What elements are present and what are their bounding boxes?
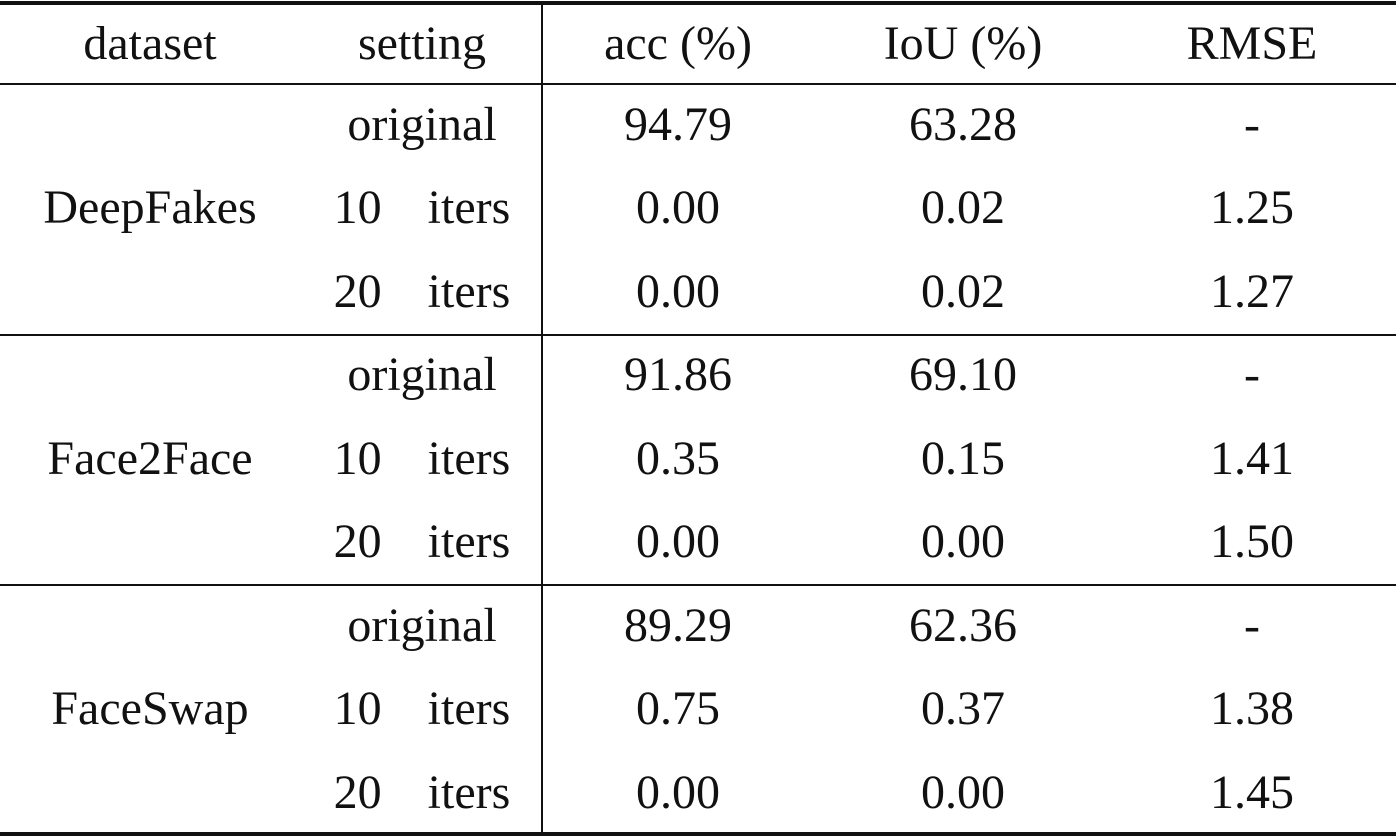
row-rule [0,83,1396,85]
rmse-value: 1.41 [1210,431,1294,485]
iou-value: 0.15 [921,431,1005,485]
acc-value: 89.29 [624,598,732,652]
setting: 20 iters [333,765,511,819]
header-iou: IoU (%) [883,17,1043,70]
row-rule [0,584,1396,586]
setting: 20 iters [333,264,511,318]
dataset-name: DeepFakes [43,181,257,235]
acc-value: 0.00 [636,515,720,569]
header-setting: setting [358,17,486,70]
header-acc: acc (%) [604,17,752,70]
rmse-value: 1.45 [1210,765,1294,819]
acc-value: 0.75 [636,682,720,736]
iou-value: 62.36 [909,598,1017,652]
top-rule [0,1,1396,5]
dataset-name: FaceSwap [51,682,249,736]
setting: original [347,348,497,402]
setting: original [347,97,497,151]
setting: original [347,598,497,652]
iou-value: 0.02 [921,181,1005,235]
header-dataset: dataset [83,17,217,70]
rmse-value: 1.27 [1210,264,1294,318]
rmse-value: - [1244,348,1260,402]
acc-value: 94.79 [624,97,732,151]
rmse-value: - [1244,97,1260,151]
iou-value: 69.10 [909,348,1017,402]
acc-value: 0.00 [636,181,720,235]
acc-value: 0.00 [636,765,720,819]
dataset-name: Face2Face [47,431,253,485]
rmse-value: 1.38 [1210,682,1294,736]
rmse-value: - [1244,598,1260,652]
acc-value: 91.86 [624,348,732,402]
setting: 10 iters [333,181,511,235]
iou-value: 63.28 [909,97,1017,151]
column-divider [541,1,543,835]
acc-value: 0.35 [636,431,720,485]
iou-value: 0.02 [921,264,1005,318]
row-rule [0,333,1396,336]
setting: 20 iters [333,515,511,569]
setting: 10 iters [333,682,511,736]
iou-value: 0.00 [921,765,1005,819]
iou-value: 0.00 [921,515,1005,569]
acc-value: 0.00 [636,264,720,318]
header-rmse: RMSE [1186,17,1318,70]
iou-value: 0.37 [921,682,1005,736]
setting: 10 iters [333,431,511,485]
rmse-value: 1.25 [1210,181,1294,235]
bottom-rule [0,832,1396,836]
rmse-value: 1.50 [1210,515,1294,569]
